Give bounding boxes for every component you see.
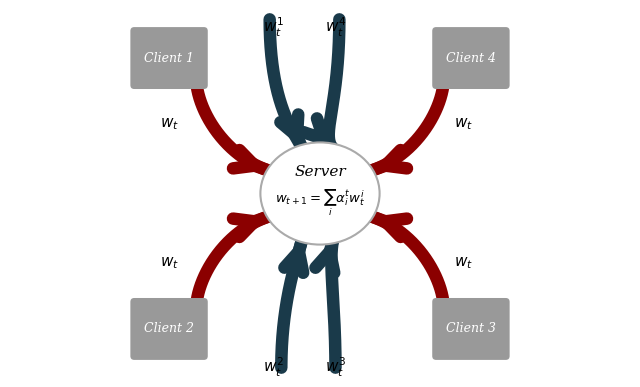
FancyBboxPatch shape bbox=[432, 27, 509, 89]
Text: $w_t^3$: $w_t^3$ bbox=[325, 356, 346, 379]
Text: $w_t$: $w_t$ bbox=[159, 255, 179, 271]
Text: $w_{t+1} = \sum_{i} \alpha_i^t w_t^i$: $w_{t+1} = \sum_{i} \alpha_i^t w_t^i$ bbox=[275, 188, 365, 218]
FancyBboxPatch shape bbox=[432, 298, 509, 360]
Text: $w_t$: $w_t$ bbox=[159, 116, 179, 132]
FancyBboxPatch shape bbox=[131, 298, 208, 360]
Text: Server: Server bbox=[294, 165, 346, 179]
Ellipse shape bbox=[260, 142, 380, 245]
FancyBboxPatch shape bbox=[131, 27, 208, 89]
Text: Client 4: Client 4 bbox=[446, 51, 496, 65]
Text: Client 3: Client 3 bbox=[446, 322, 496, 336]
Text: $w_t$: $w_t$ bbox=[454, 255, 473, 271]
Text: Client 2: Client 2 bbox=[144, 322, 194, 336]
Text: Client 1: Client 1 bbox=[144, 51, 194, 65]
Text: $w_t$: $w_t$ bbox=[454, 116, 473, 132]
Text: $w_t^4$: $w_t^4$ bbox=[325, 15, 346, 39]
Text: $w_t^1$: $w_t^1$ bbox=[263, 15, 284, 39]
Text: $w_t^2$: $w_t^2$ bbox=[263, 356, 284, 379]
